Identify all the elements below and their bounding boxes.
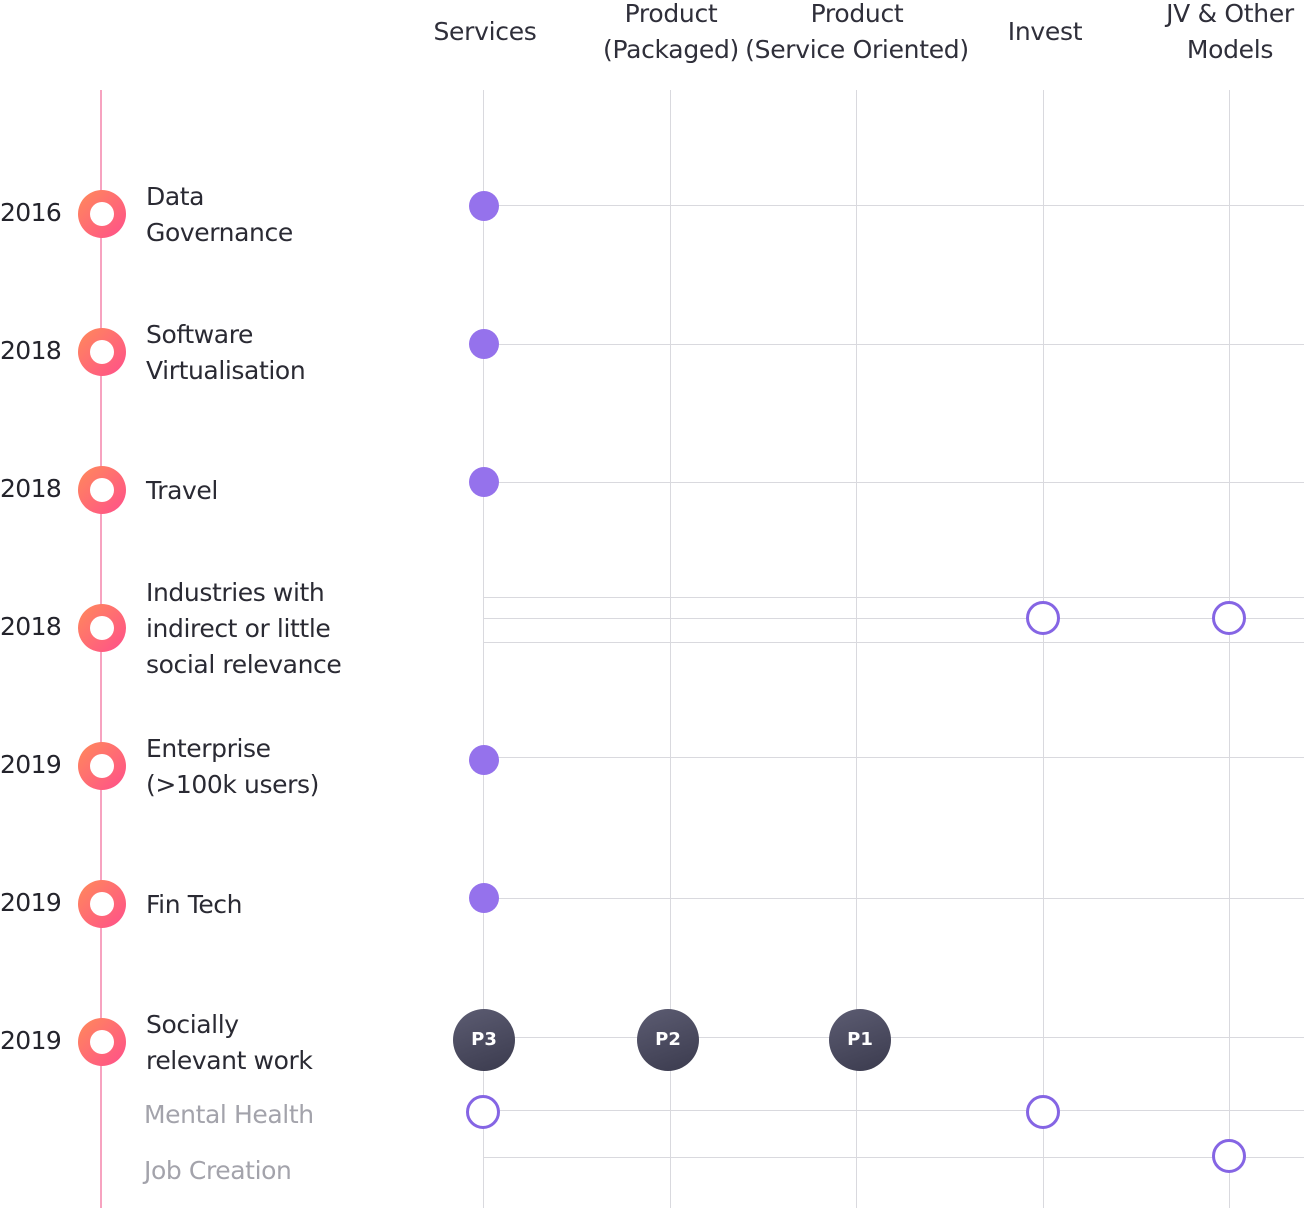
column-header-product-packaged: Product (Packaged) [602, 0, 739, 64]
subrow-label: Job Creation [144, 1156, 292, 1185]
timeline-node-icon [78, 328, 126, 376]
priority-badge-p2: P2 [637, 1009, 699, 1071]
column-header-services: Services [433, 17, 537, 46]
grid-column-line [483, 90, 484, 1208]
filled-marker-icon [469, 329, 499, 359]
outline-marker-icon [1212, 601, 1246, 635]
outline-marker-icon [466, 1095, 500, 1129]
priority-badge-p1: P1 [829, 1009, 891, 1071]
row-label: Software Virtualisation [146, 320, 306, 385]
timeline-node-icon [78, 880, 126, 928]
priority-badge-p3: P3 [453, 1009, 515, 1071]
grid-row-line [483, 898, 1304, 899]
grid-row-line [483, 642, 1304, 643]
column-header-product-service-oriented: Product (Service Oriented) [745, 0, 969, 64]
row-year: 2018 [0, 336, 62, 365]
row-year: 2019 [0, 750, 62, 779]
timeline-node-icon [78, 466, 126, 514]
grid-row-line [483, 1110, 1304, 1111]
column-header-jv-other-models: JV & Other Models [1166, 0, 1294, 64]
grid-column-line [1043, 90, 1044, 1208]
subrow-label: Mental Health [144, 1100, 314, 1129]
row-label: Fin Tech [146, 890, 243, 919]
grid-row-line [483, 1157, 1304, 1158]
filled-marker-icon [469, 883, 499, 913]
column-header-invest: Invest [1007, 17, 1083, 46]
filled-marker-icon [469, 467, 499, 497]
grid-row-line [483, 597, 1304, 598]
row-year: 2016 [0, 198, 62, 227]
row-year: 2019 [0, 1026, 62, 1055]
row-year: 2019 [0, 888, 62, 917]
grid-row-line [483, 618, 1304, 619]
row-label: Data Governance [146, 182, 293, 247]
row-year: 2018 [0, 474, 62, 503]
grid-row-line [483, 482, 1304, 483]
grid-row-line [483, 344, 1304, 345]
grid-column-line [1229, 90, 1230, 1208]
row-label: Enterprise (>100k users) [146, 734, 319, 799]
outline-marker-icon [1212, 1139, 1246, 1173]
grid-row-line [483, 205, 1304, 206]
timeline-node-icon [78, 1018, 126, 1066]
timeline-node-icon [78, 190, 126, 238]
grid-column-line [856, 90, 857, 1208]
filled-marker-icon [469, 191, 499, 221]
row-label: Industries with indirect or little socia… [146, 578, 342, 679]
timeline-node-icon [78, 742, 126, 790]
row-label: Socially relevant work [146, 1010, 313, 1075]
outline-marker-icon [1026, 1095, 1060, 1129]
timeline-node-icon [78, 604, 126, 652]
grid-column-line [670, 90, 671, 1208]
outline-marker-icon [1026, 601, 1060, 635]
grid-row-line [483, 1037, 1304, 1038]
grid-row-line [483, 757, 1304, 758]
row-year: 2018 [0, 612, 62, 641]
row-label: Travel [146, 476, 218, 505]
filled-marker-icon [469, 745, 499, 775]
